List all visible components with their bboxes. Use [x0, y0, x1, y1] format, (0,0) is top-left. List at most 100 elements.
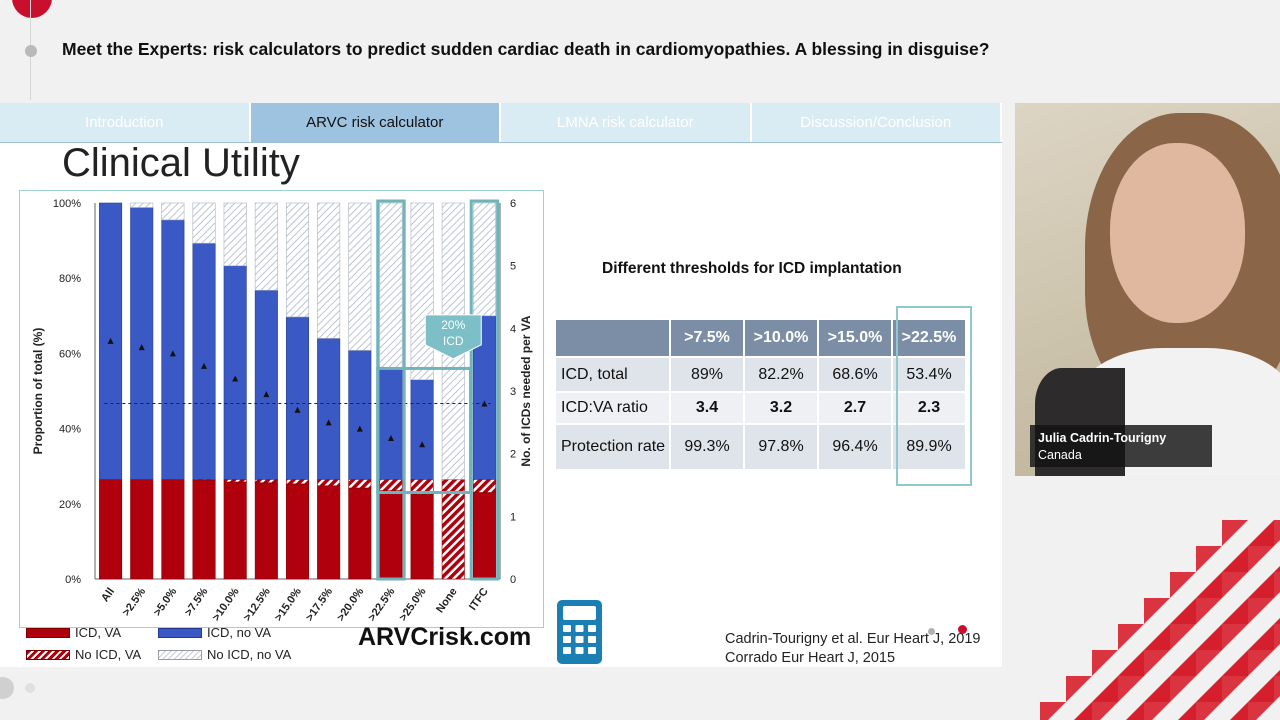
bar-segment [192, 479, 216, 580]
deco-triangle [1092, 702, 1118, 720]
speaker-name: Julia Cadrin-Tourigny [1038, 431, 1167, 445]
deco-triangle [1248, 676, 1274, 702]
x-tick-label: >12.5% [241, 586, 273, 624]
callout-text: 20% [441, 318, 465, 332]
bar-segment [472, 492, 496, 580]
x-tick-label: >5.0% [151, 586, 179, 619]
table-cell: 96.4% [819, 423, 893, 469]
table-cell: 53.4% [893, 356, 967, 391]
table-row: ICD, total 89% 82.2% 68.6% 53.4% [556, 356, 967, 391]
deco-triangle [1196, 624, 1222, 650]
x-tick-label: ITFC [467, 586, 491, 613]
deco-triangle [1170, 572, 1196, 598]
deco-triangle [1144, 624, 1170, 650]
bar-segment [192, 202, 216, 244]
legend-item: ICD, no VA [158, 625, 271, 640]
legend-item: ICD, VA [26, 625, 121, 640]
table-cell: 89% [671, 356, 745, 391]
y-tick-label: 0% [65, 574, 81, 586]
bar-segment [192, 242, 216, 480]
x-tick-label: >20.0% [335, 586, 367, 624]
x-tick-label: >22.5% [366, 586, 398, 624]
table-header-row: >7.5% >10.0% >15.0% >22.5% [556, 320, 967, 356]
bar-segment [472, 479, 496, 493]
deco-triangle [1222, 650, 1248, 676]
y2-tick-label: 3 [510, 386, 516, 398]
cutoff-frame [376, 366, 472, 495]
arvc-risk-link[interactable]: ARVCrisk.com [358, 623, 532, 651]
deco-triangle [1248, 520, 1274, 546]
deco-triangle [1178, 702, 1196, 720]
ratio-marker [419, 441, 426, 448]
x-tick-label: All [99, 586, 117, 604]
table-corner [556, 320, 671, 356]
tab-introduction: Introduction [0, 103, 249, 142]
bar-segment [223, 265, 247, 480]
bar-segment [254, 479, 278, 484]
bar-segment [285, 316, 310, 480]
deco-triangle [1144, 676, 1170, 702]
deco-triangle [1274, 676, 1280, 702]
deco-triangle [1196, 598, 1222, 624]
speaker-name-tag: Julia Cadrin-Tourigny Canada [1030, 425, 1212, 467]
chart-legend: ICD, VA ICD, no VA No ICD, VA No ICD, no… [26, 625, 326, 665]
x-tick-label: None [434, 586, 460, 615]
presentation-slide: Introduction ARVC risk calculator LMNA r… [0, 103, 1002, 667]
bar-segment [254, 202, 278, 291]
deco-triangle [1040, 702, 1066, 720]
bar-segment [254, 289, 278, 480]
y-tick-label: 40% [59, 424, 81, 436]
bar-segment [348, 487, 372, 580]
speaker-face [1110, 143, 1245, 323]
deco-triangle [1170, 650, 1196, 676]
speaker-video [1015, 103, 1280, 476]
slide-title: Clinical Utility [62, 141, 300, 185]
deco-triangle [1126, 702, 1144, 720]
speaker-country: Canada [1038, 448, 1082, 462]
deco-triangle [1274, 670, 1280, 676]
y2-axis-label: No. of ICDs needed per VA [519, 315, 533, 466]
progress-dot [25, 683, 35, 693]
deco-triangle [1170, 624, 1196, 650]
ratio-marker [201, 362, 208, 369]
deco-triangle [1066, 676, 1092, 702]
y-tick-label: 80% [59, 273, 81, 285]
deco-triangle [1248, 572, 1274, 598]
tab-discussion-conclusion: Discussion/Conclusion [751, 103, 1000, 142]
bar-segment [379, 479, 403, 491]
header-dot [25, 45, 37, 57]
bar-segment [441, 479, 465, 580]
bar-segment [317, 338, 341, 480]
y-tick-label: 100% [53, 198, 81, 210]
bar-segment [130, 479, 154, 580]
slide-tabs: Introduction ARVC risk calculator LMNA r… [0, 103, 1002, 143]
session-title: Meet the Experts: risk calculators to pr… [62, 39, 990, 59]
citation-line: Corrado Eur Heart J, 2015 [725, 650, 896, 666]
deco-triangle [1274, 702, 1280, 720]
deco-triangle [1092, 650, 1118, 676]
table-header: >22.5% [893, 320, 967, 356]
table-cell: 99.3% [671, 423, 745, 469]
bar-segment [130, 207, 154, 480]
bar-segment [99, 479, 123, 580]
bar-segment [379, 202, 403, 369]
deco-triangle [1274, 566, 1280, 572]
deco-triangle [1248, 702, 1274, 720]
bar-segment [285, 479, 310, 485]
chart-svg: 0% 20% 40% 60% 80% 100% 0 1 2 3 4 5 6 Proportion of t… [31, 198, 533, 624]
table-title: Different thresholds for ICD implantatio… [602, 260, 902, 277]
row-label: ICD:VA ratio [556, 391, 671, 423]
ratio-marker [356, 425, 363, 432]
table-header: >15.0% [819, 320, 893, 356]
deco-triangle [1274, 618, 1280, 624]
bar-segment [254, 482, 278, 580]
deco-triangle [1248, 650, 1274, 676]
slide-dot-active [958, 625, 967, 634]
brand-dot [12, 0, 52, 18]
deco-triangle [1196, 650, 1222, 676]
legend-label: No ICD, VA [75, 647, 142, 662]
callout-box [424, 314, 482, 360]
deco-triangle [1248, 598, 1274, 624]
deco-triangle [1074, 702, 1092, 720]
x-tick-label: >2.5% [120, 586, 148, 619]
